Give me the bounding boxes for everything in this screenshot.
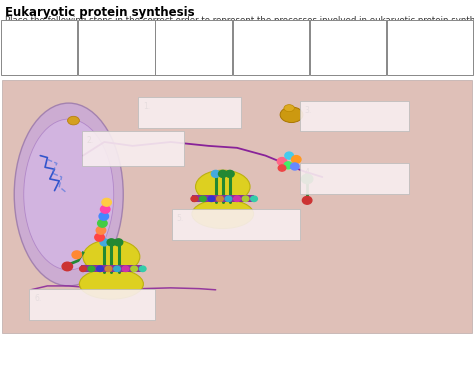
Circle shape: [234, 196, 240, 202]
Circle shape: [191, 196, 198, 202]
Circle shape: [217, 196, 223, 202]
FancyBboxPatch shape: [300, 163, 409, 194]
Circle shape: [277, 158, 287, 165]
FancyBboxPatch shape: [233, 20, 309, 75]
Circle shape: [97, 266, 103, 272]
Ellipse shape: [67, 116, 79, 125]
Text: mRNA is
processed before
leaving the
nucleus.: mRNA is processed before leaving the nuc…: [315, 27, 381, 68]
Circle shape: [278, 165, 286, 171]
Ellipse shape: [14, 103, 123, 286]
Ellipse shape: [79, 269, 143, 299]
Circle shape: [88, 266, 95, 272]
FancyBboxPatch shape: [310, 20, 386, 75]
Text: mRNA moves into
cytoplasm and
becomes associated
with ribosomes.: mRNA moves into cytoplasm and becomes as…: [155, 27, 233, 68]
FancyBboxPatch shape: [387, 20, 473, 75]
FancyBboxPatch shape: [192, 195, 254, 202]
Circle shape: [114, 266, 120, 272]
Ellipse shape: [192, 200, 254, 229]
Text: 1.: 1.: [143, 102, 150, 111]
Text: DNA in nucleus
serves as a
template for
mRNA.: DNA in nucleus serves as a template for …: [242, 27, 300, 68]
FancyBboxPatch shape: [172, 209, 300, 240]
FancyBboxPatch shape: [78, 20, 155, 75]
FancyBboxPatch shape: [138, 97, 241, 128]
FancyBboxPatch shape: [29, 289, 155, 320]
Circle shape: [285, 152, 293, 159]
Circle shape: [251, 196, 257, 202]
Circle shape: [62, 262, 73, 271]
FancyBboxPatch shape: [300, 101, 409, 131]
Circle shape: [102, 198, 111, 206]
Ellipse shape: [24, 119, 114, 270]
Circle shape: [122, 266, 129, 272]
Circle shape: [211, 170, 220, 177]
Circle shape: [99, 212, 109, 220]
Circle shape: [226, 170, 234, 177]
Text: Eukaryotic protein synthesis: Eukaryotic protein synthesis: [5, 6, 194, 19]
Circle shape: [114, 239, 123, 246]
Circle shape: [284, 162, 292, 169]
Circle shape: [96, 226, 106, 234]
Circle shape: [301, 174, 313, 184]
Circle shape: [139, 266, 146, 272]
Circle shape: [208, 196, 215, 202]
Circle shape: [100, 239, 109, 246]
Text: 2.: 2.: [86, 136, 93, 145]
Circle shape: [95, 233, 104, 241]
Circle shape: [100, 205, 110, 213]
Circle shape: [200, 196, 206, 202]
FancyBboxPatch shape: [1, 20, 77, 75]
FancyBboxPatch shape: [81, 265, 142, 272]
Ellipse shape: [83, 240, 140, 274]
Text: Anticodon-codon
complementary
base-pairing
occurs.: Anticodon-codon complementary base-pairi…: [84, 27, 149, 68]
Circle shape: [225, 196, 232, 202]
Circle shape: [98, 219, 107, 227]
Circle shape: [80, 266, 86, 272]
Text: 5.: 5.: [176, 214, 183, 223]
Circle shape: [107, 239, 116, 246]
Text: 6.: 6.: [34, 294, 41, 303]
FancyBboxPatch shape: [155, 20, 232, 75]
Text: Polypeptide
synthesis takes
place one amino
acid at a time.: Polypeptide synthesis takes place one am…: [8, 27, 71, 68]
Circle shape: [291, 163, 299, 170]
Ellipse shape: [195, 170, 250, 203]
Text: 4.: 4.: [304, 168, 311, 177]
Circle shape: [242, 196, 249, 202]
Circle shape: [131, 266, 137, 272]
Circle shape: [292, 156, 301, 163]
Ellipse shape: [280, 107, 303, 123]
Text: Place the following steps in the correct order to represent the processes involv: Place the following steps in the correct…: [5, 16, 474, 25]
Circle shape: [72, 251, 82, 259]
Ellipse shape: [284, 105, 294, 112]
Circle shape: [219, 170, 227, 177]
Text: 3.: 3.: [304, 106, 311, 115]
FancyBboxPatch shape: [82, 131, 184, 166]
FancyBboxPatch shape: [2, 80, 472, 333]
Circle shape: [105, 266, 112, 272]
Circle shape: [302, 196, 312, 204]
Text: tRNAs with
anticodons carry
amino acids to
mRNA.: tRNAs with anticodons carry amino acids …: [398, 27, 462, 68]
